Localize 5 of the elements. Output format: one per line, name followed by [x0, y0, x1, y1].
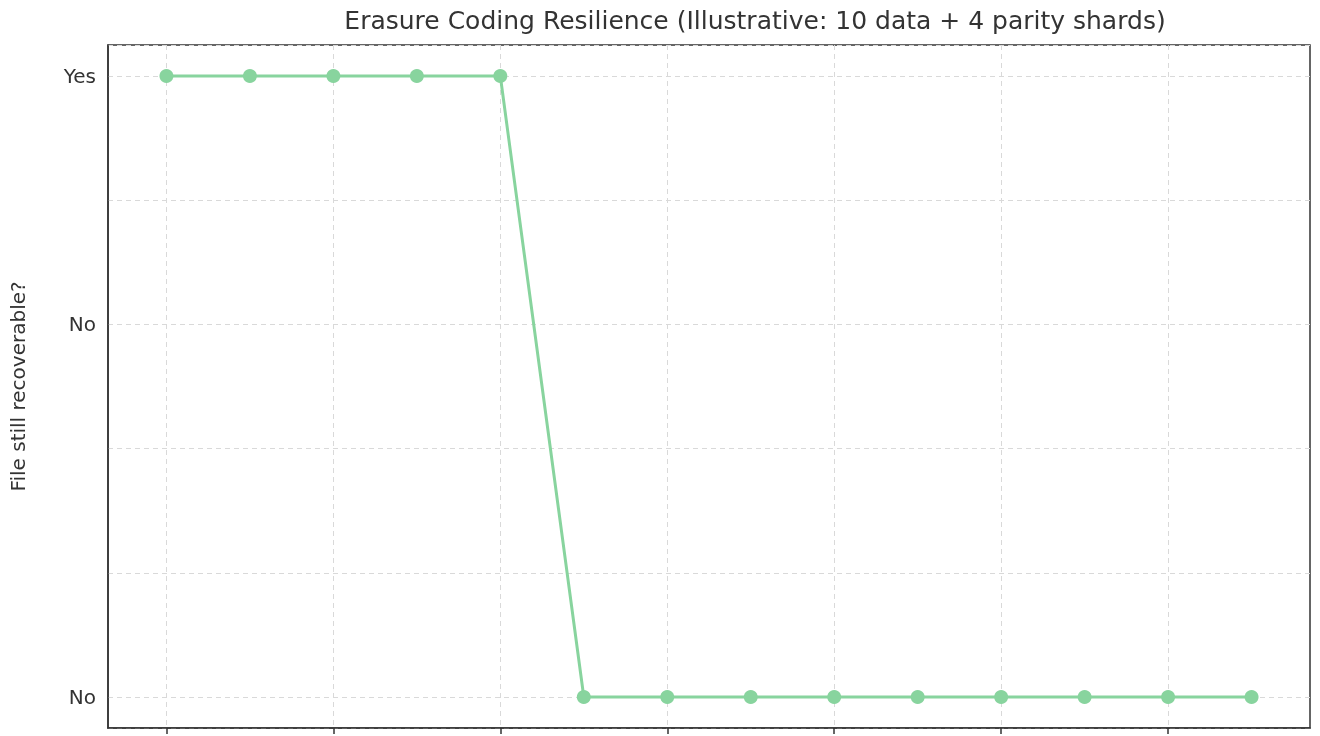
text: No: [68, 312, 96, 337]
chart-title: Erasure Coding Resilience (Illustrative: 10 data + 4 parity shards): [344, 6, 1166, 35]
text: No: [68, 684, 96, 709]
y-axis-title: File still recoverable?: [6, 281, 30, 492]
text: Yes: [62, 64, 96, 89]
